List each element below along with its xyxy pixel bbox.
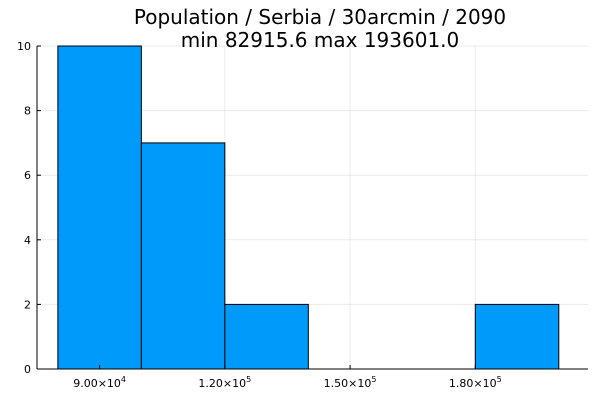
y-tick-label: 2	[24, 298, 31, 311]
tick-labels: 0 2 4 6 8 10 9.00×104 1.20×105 1.50×105 1.80×105	[17, 40, 502, 390]
x-tick-label: 1.20×105	[198, 375, 251, 390]
y-tick-label: 4	[24, 234, 31, 247]
histogram-bar	[474, 303, 560, 370]
x-tick-label: 1.50×105	[324, 375, 377, 390]
histogram-bar	[57, 45, 142, 370]
chart-subtitle: min 82915.6 max 193601.0	[181, 28, 460, 52]
y-tick-label: 8	[24, 105, 31, 118]
chart-title: Population / Serbia / 30arcmin / 2090	[134, 5, 506, 29]
x-tick-label: 1.80×105	[449, 375, 502, 390]
y-tick-label: 6	[24, 169, 31, 182]
histogram-bar	[224, 303, 309, 370]
histogram-bar	[140, 142, 226, 370]
x-tick-label: 9.00×104	[73, 375, 126, 390]
axes	[36, 45, 588, 370]
y-tick-label: 0	[24, 363, 31, 376]
y-tick-label: 10	[17, 40, 31, 53]
histogram-bars	[57, 45, 560, 370]
